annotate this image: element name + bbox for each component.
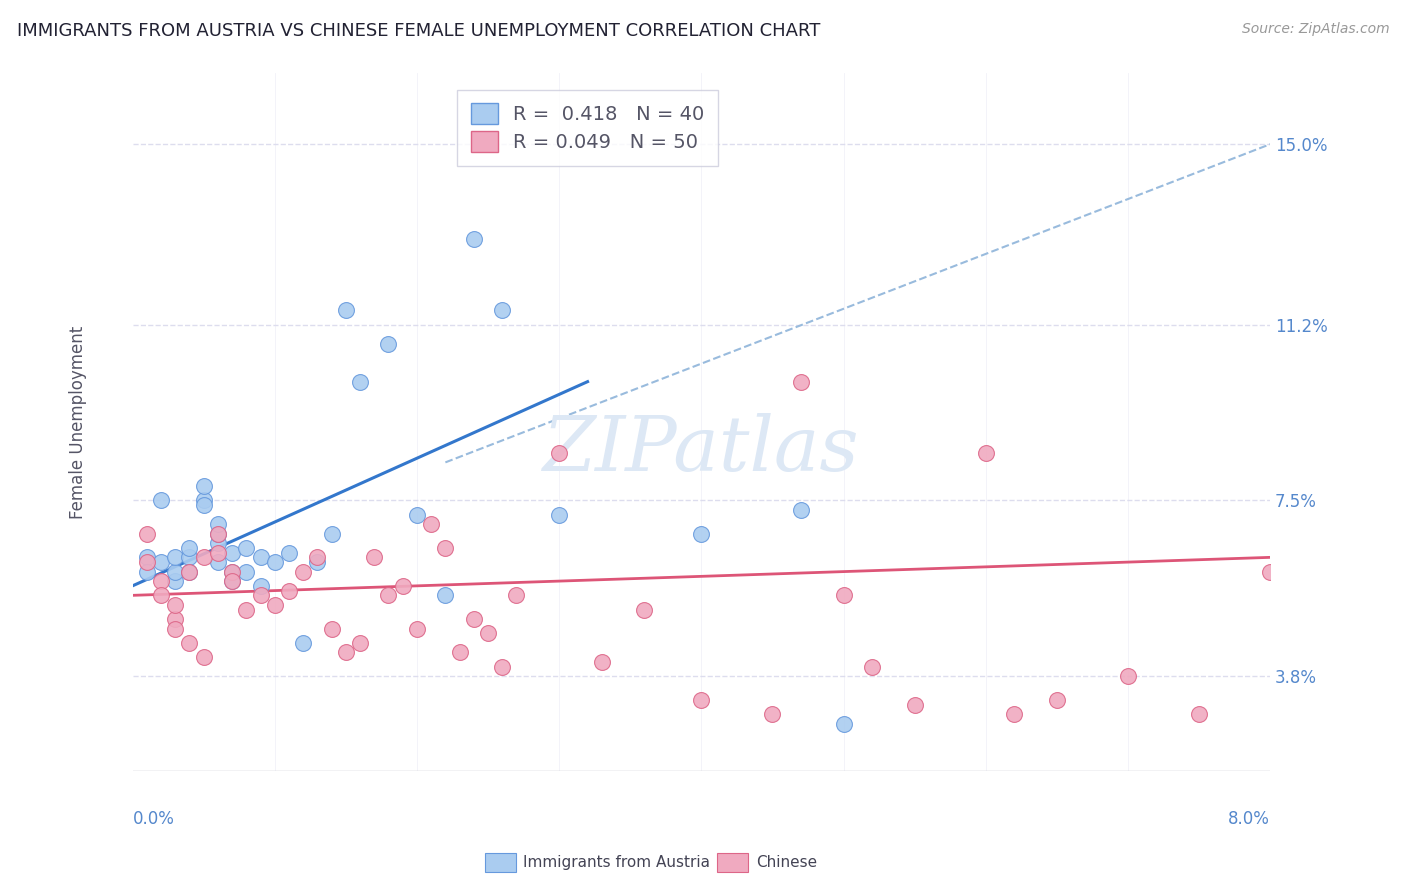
Point [221,574,243,588]
Point [420,517,443,532]
Point [249,550,271,565]
Point [1046,693,1069,707]
Text: 0.0%: 0.0% [132,810,174,828]
Point [904,698,927,712]
Point [165,550,187,565]
Point [207,526,229,541]
Point [207,555,229,569]
Point [193,479,215,493]
Point [149,493,172,508]
Point [292,636,315,650]
Point [832,716,855,731]
Point [165,574,187,588]
Point [335,303,357,318]
Point [149,588,172,602]
Point [860,659,883,673]
Point [1116,669,1139,683]
Point [207,517,229,532]
Point [263,598,285,612]
Point [135,526,157,541]
Point [363,550,385,565]
Point [179,636,201,650]
Point [335,645,357,659]
Text: Source: ZipAtlas.com: Source: ZipAtlas.com [1241,22,1389,37]
Text: ZIPatlas: ZIPatlas [543,413,859,487]
Point [135,550,157,565]
Text: Chinese: Chinese [756,855,817,870]
Point [221,546,243,560]
Point [278,546,301,560]
Point [633,602,655,616]
Point [179,550,201,565]
Point [207,526,229,541]
Point [406,622,429,636]
Legend: R =  0.418   N = 40, R = 0.049   N = 50: R = 0.418 N = 40, R = 0.049 N = 50 [457,90,718,166]
Point [263,555,285,569]
Point [193,498,215,512]
Point [1002,707,1025,722]
Point [349,375,371,389]
Point [761,707,783,722]
Point [434,541,457,555]
Point [591,655,613,669]
Text: IMMIGRANTS FROM AUSTRIA VS CHINESE FEMALE UNEMPLOYMENT CORRELATION CHART: IMMIGRANTS FROM AUSTRIA VS CHINESE FEMAL… [17,22,820,40]
Point [463,232,485,246]
Point [193,550,215,565]
Point [249,579,271,593]
Point [235,565,257,579]
Point [135,565,157,579]
Point [292,565,315,579]
Point [548,508,571,522]
Point [377,336,399,351]
Text: Female Unemployment: Female Unemployment [69,326,87,518]
Point [790,503,813,517]
Point [463,612,485,626]
Point [491,659,513,673]
Point [974,446,997,460]
Point [349,636,371,650]
Point [193,650,215,665]
Point [406,508,429,522]
Point [179,541,201,555]
Point [1258,565,1281,579]
Point [149,574,172,588]
Point [548,446,571,460]
Point [790,375,813,389]
Point [505,588,527,602]
Point [690,526,713,541]
Point [165,565,187,579]
Text: Immigrants from Austria: Immigrants from Austria [523,855,710,870]
Point [221,565,243,579]
Point [1188,707,1211,722]
Point [307,555,329,569]
Point [307,550,329,565]
Point [179,565,201,579]
Text: 8.0%: 8.0% [1229,810,1270,828]
Point [434,588,457,602]
Point [321,622,343,636]
Point [165,612,187,626]
Point [221,574,243,588]
Point [179,565,201,579]
Point [135,555,157,569]
Point [165,598,187,612]
Point [477,626,499,640]
Point [193,493,215,508]
Point [165,622,187,636]
Point [221,565,243,579]
Point [207,546,229,560]
Point [449,645,471,659]
Point [249,588,271,602]
Point [321,526,343,541]
Point [235,541,257,555]
Point [690,693,713,707]
Point [278,583,301,598]
Point [207,536,229,550]
Point [377,588,399,602]
Point [832,588,855,602]
Point [149,555,172,569]
Point [235,602,257,616]
Point [391,579,413,593]
Point [491,303,513,318]
